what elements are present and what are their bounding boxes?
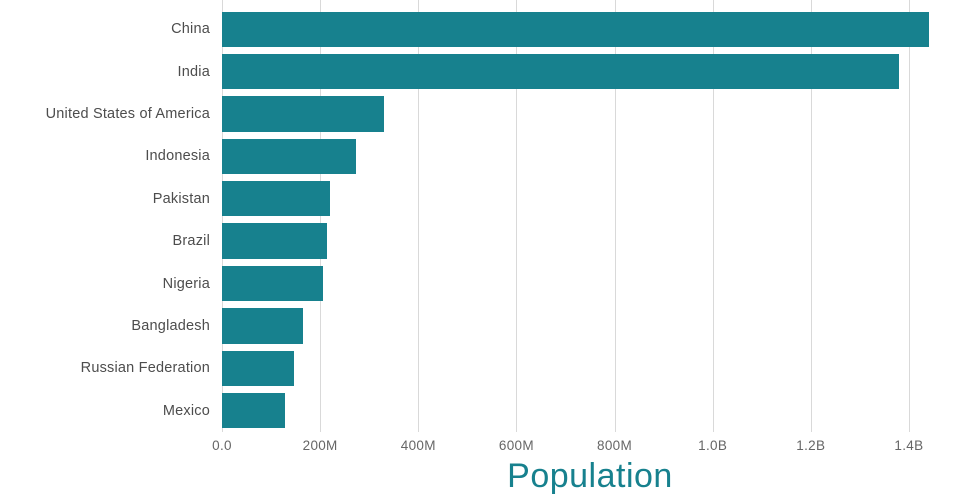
gridline: [908, 0, 910, 432]
bar-track: [222, 262, 958, 304]
category-label: China: [171, 21, 210, 38]
bar-row: Bangladesh: [0, 305, 960, 347]
tick-label: 1.4B: [894, 438, 924, 453]
bar: [222, 11, 929, 47]
category-label: Indonesia: [145, 148, 210, 165]
bar-row: United States of America: [0, 93, 960, 135]
bar-track: [222, 93, 958, 135]
tick-label: 200M: [302, 438, 338, 453]
category-label: Pakistan: [152, 190, 210, 207]
gridline: [516, 0, 518, 432]
gridline: [418, 0, 420, 432]
category-label: Nigeria: [162, 275, 210, 292]
tick-label: 400M: [400, 438, 436, 453]
category-label: India: [177, 63, 210, 80]
bar-track: [222, 220, 958, 262]
bar: [222, 181, 331, 217]
category-label: Bangladesh: [131, 317, 210, 334]
bar-track: [222, 347, 958, 389]
bar-row: Mexico: [0, 390, 960, 432]
bar-track: [222, 390, 958, 432]
bar: [222, 96, 385, 132]
category-label: Brazil: [172, 233, 210, 250]
bar: [222, 393, 286, 429]
bar: [222, 265, 324, 302]
bar-row: Pakistan: [0, 178, 960, 220]
tick-label: 800M: [597, 438, 633, 453]
bar-row: Russian Federation: [0, 347, 960, 389]
bar-track: [222, 178, 958, 220]
gridline: [614, 0, 616, 432]
bar: [222, 223, 327, 259]
tick-label: 1.0B: [698, 438, 728, 453]
bar-row: Nigeria: [0, 262, 960, 304]
gridline: [810, 0, 812, 432]
bar: [222, 53, 900, 90]
bar: [222, 308, 303, 344]
bar-row: Brazil: [0, 220, 960, 262]
bar-track: [222, 8, 958, 50]
tick-label: 1.2B: [796, 438, 826, 453]
category-label: United States of America: [45, 105, 210, 122]
tick-label: 600M: [498, 438, 534, 453]
plot-area: China India United States of America Indone…: [0, 0, 960, 432]
bar: [222, 350, 294, 387]
bar-track: [222, 305, 958, 347]
x-axis: 0.0 200M 400M 600M 800M 1.0B 1.2B 1.4B: [212, 432, 958, 458]
category-label: Russian Federation: [80, 360, 210, 377]
bar-track: [222, 135, 958, 177]
bar-rows: China India United States of America Indone…: [0, 8, 960, 432]
gridline: [712, 0, 714, 432]
bar: [222, 138, 357, 175]
category-label: Mexico: [162, 402, 210, 419]
x-axis-title: Population: [507, 457, 673, 495]
bar-track: [222, 50, 958, 92]
bar-row: India: [0, 50, 960, 92]
bar-row: Indonesia: [0, 135, 960, 177]
bar-row: China: [0, 8, 960, 50]
tick-label: 0.0: [212, 438, 232, 453]
